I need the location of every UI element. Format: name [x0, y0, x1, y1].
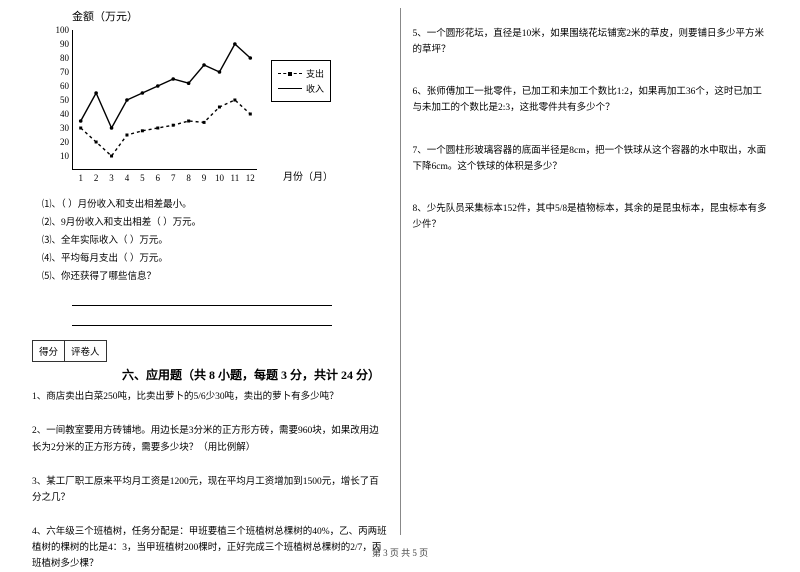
problem-8: 8、少先队员采集标本152件，其中5/8是植物标本，其余的是昆虫标本，昆虫标本有…: [413, 201, 769, 233]
chart-y-title: 金额（万元）: [72, 8, 388, 24]
score-table: 得分 评卷人: [32, 340, 388, 362]
chart-x-label: 月份（月）: [283, 168, 333, 183]
subq-2: ⑵、9月份收入和支出相差（ ）万元。: [42, 214, 388, 232]
section-6-title: 六、应用题（共 8 小题，每题 3 分，共计 24 分）: [122, 366, 388, 383]
page-footer: 第 3 页 共 5 页: [0, 546, 800, 559]
subq-1: ⑴、（ ）月份收入和支出相差最小。: [42, 196, 388, 214]
chart-legend: 支出 收入: [271, 60, 331, 102]
problem-7: 7、一个圆柱形玻璃容器的底面半径是8cm，把一个铁球从这个容器的水中取出，水面下…: [413, 143, 769, 175]
subq-3: ⑶、全年实际收入（ ）万元。: [42, 232, 388, 250]
problem-2: 2、一间教室要用方砖铺地。用边长是3分米的正方形方砖，需要960块，如果改用边长…: [32, 423, 388, 455]
problem-5: 5、一个圆形花坛，直径是10米，如果围绕花坛铺宽2米的草皮，则要铺日多少平方米的…: [413, 26, 769, 58]
legend-label-expense: 支出: [306, 67, 324, 80]
problem-6: 6、张师傅加工一批零件，已加工和未加工个数比1:2，如果再加工36个，这时已加工…: [413, 84, 769, 116]
answer-blank-line: [72, 312, 332, 326]
score-label: 得分: [32, 340, 65, 362]
line-chart: 102030405060708090100 123456789101112 月份…: [72, 30, 257, 170]
answer-blank-line: [72, 292, 332, 306]
problem-1: 1、商店卖出白菜250吨，比卖出萝卜的5/6少30吨，卖出的萝卜有多少吨？: [32, 389, 388, 405]
legend-dash-icon: [278, 73, 302, 74]
grader-label: 评卷人: [65, 340, 107, 362]
problem-3: 3、某工厂职工原来平均月工资是1200元，现在平均月工资增加到1500元，增长了…: [32, 474, 388, 506]
legend-solid-icon: [278, 88, 302, 89]
legend-label-income: 收入: [306, 82, 324, 95]
subq-4: ⑷、平均每月支出（ ）万元。: [42, 250, 388, 268]
chart-svg: [73, 30, 258, 170]
subq-5: ⑸、你还获得了哪些信息？: [42, 268, 388, 286]
